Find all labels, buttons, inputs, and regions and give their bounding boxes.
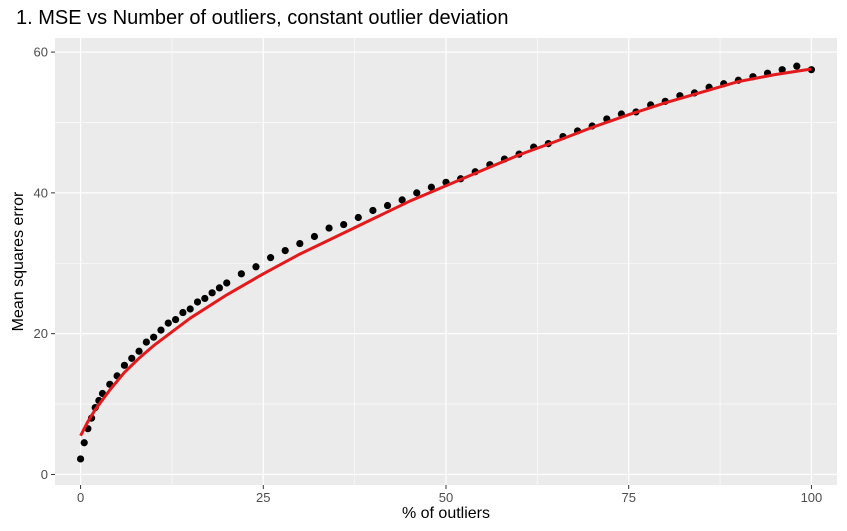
scatter-point <box>413 189 421 197</box>
x-tick-label: 0 <box>77 490 84 505</box>
scatter-point <box>778 66 786 74</box>
scatter-point <box>281 246 289 255</box>
y-axis-title: Mean squares error <box>10 191 27 331</box>
scatter-point <box>157 326 165 334</box>
scatter-point <box>150 333 158 341</box>
scatter-point <box>310 232 319 241</box>
scatter-point <box>80 439 88 447</box>
scatter-point <box>223 279 231 287</box>
scatter-point <box>369 206 377 215</box>
scatter-point <box>237 270 245 278</box>
y-tick-label: 0 <box>41 467 48 482</box>
y-tick-label: 60 <box>34 45 48 60</box>
scatter-point <box>266 254 275 262</box>
scatter-point <box>193 298 202 306</box>
chart-title: 1. MSE vs Number of outliers, constant o… <box>16 7 509 29</box>
scatter-point <box>354 213 362 222</box>
x-axis-title: % of outliers <box>402 505 490 522</box>
y-tick-label: 40 <box>34 185 48 200</box>
scatter-point <box>142 338 150 346</box>
trend-line-path <box>79 67 812 437</box>
scatter-point <box>171 315 180 324</box>
grid-major <box>55 38 837 485</box>
scatter-point <box>120 361 129 369</box>
x-tick-label: 50 <box>439 490 453 505</box>
trend-line <box>79 67 812 437</box>
y-tick-label: 20 <box>34 326 48 341</box>
x-tick-label: 25 <box>256 490 270 505</box>
scatter-point <box>179 308 187 317</box>
x-tick-label: 100 <box>801 490 823 505</box>
scatter-point <box>208 289 216 297</box>
scatter-point <box>215 284 224 292</box>
scatter-points <box>76 62 816 463</box>
scatter-point <box>128 354 136 362</box>
scatter-point <box>135 347 143 355</box>
scatter-point <box>325 224 333 232</box>
scatter-point <box>201 294 209 303</box>
scatter-point <box>398 196 406 204</box>
scatter-point <box>296 239 304 248</box>
scatter-point <box>340 220 348 229</box>
scatter-point <box>186 305 194 313</box>
scatter-point <box>383 201 392 210</box>
scatter-point <box>427 183 435 191</box>
scatter-point <box>793 62 801 70</box>
scatter-point <box>164 319 172 327</box>
scatter-point <box>252 263 260 271</box>
axis-tick-labels: 0 25 50 75 100 0 20 40 60 <box>34 45 823 505</box>
scatter-point <box>76 455 85 463</box>
axis-ticks <box>51 51 812 489</box>
x-tick-label: 75 <box>621 490 635 505</box>
